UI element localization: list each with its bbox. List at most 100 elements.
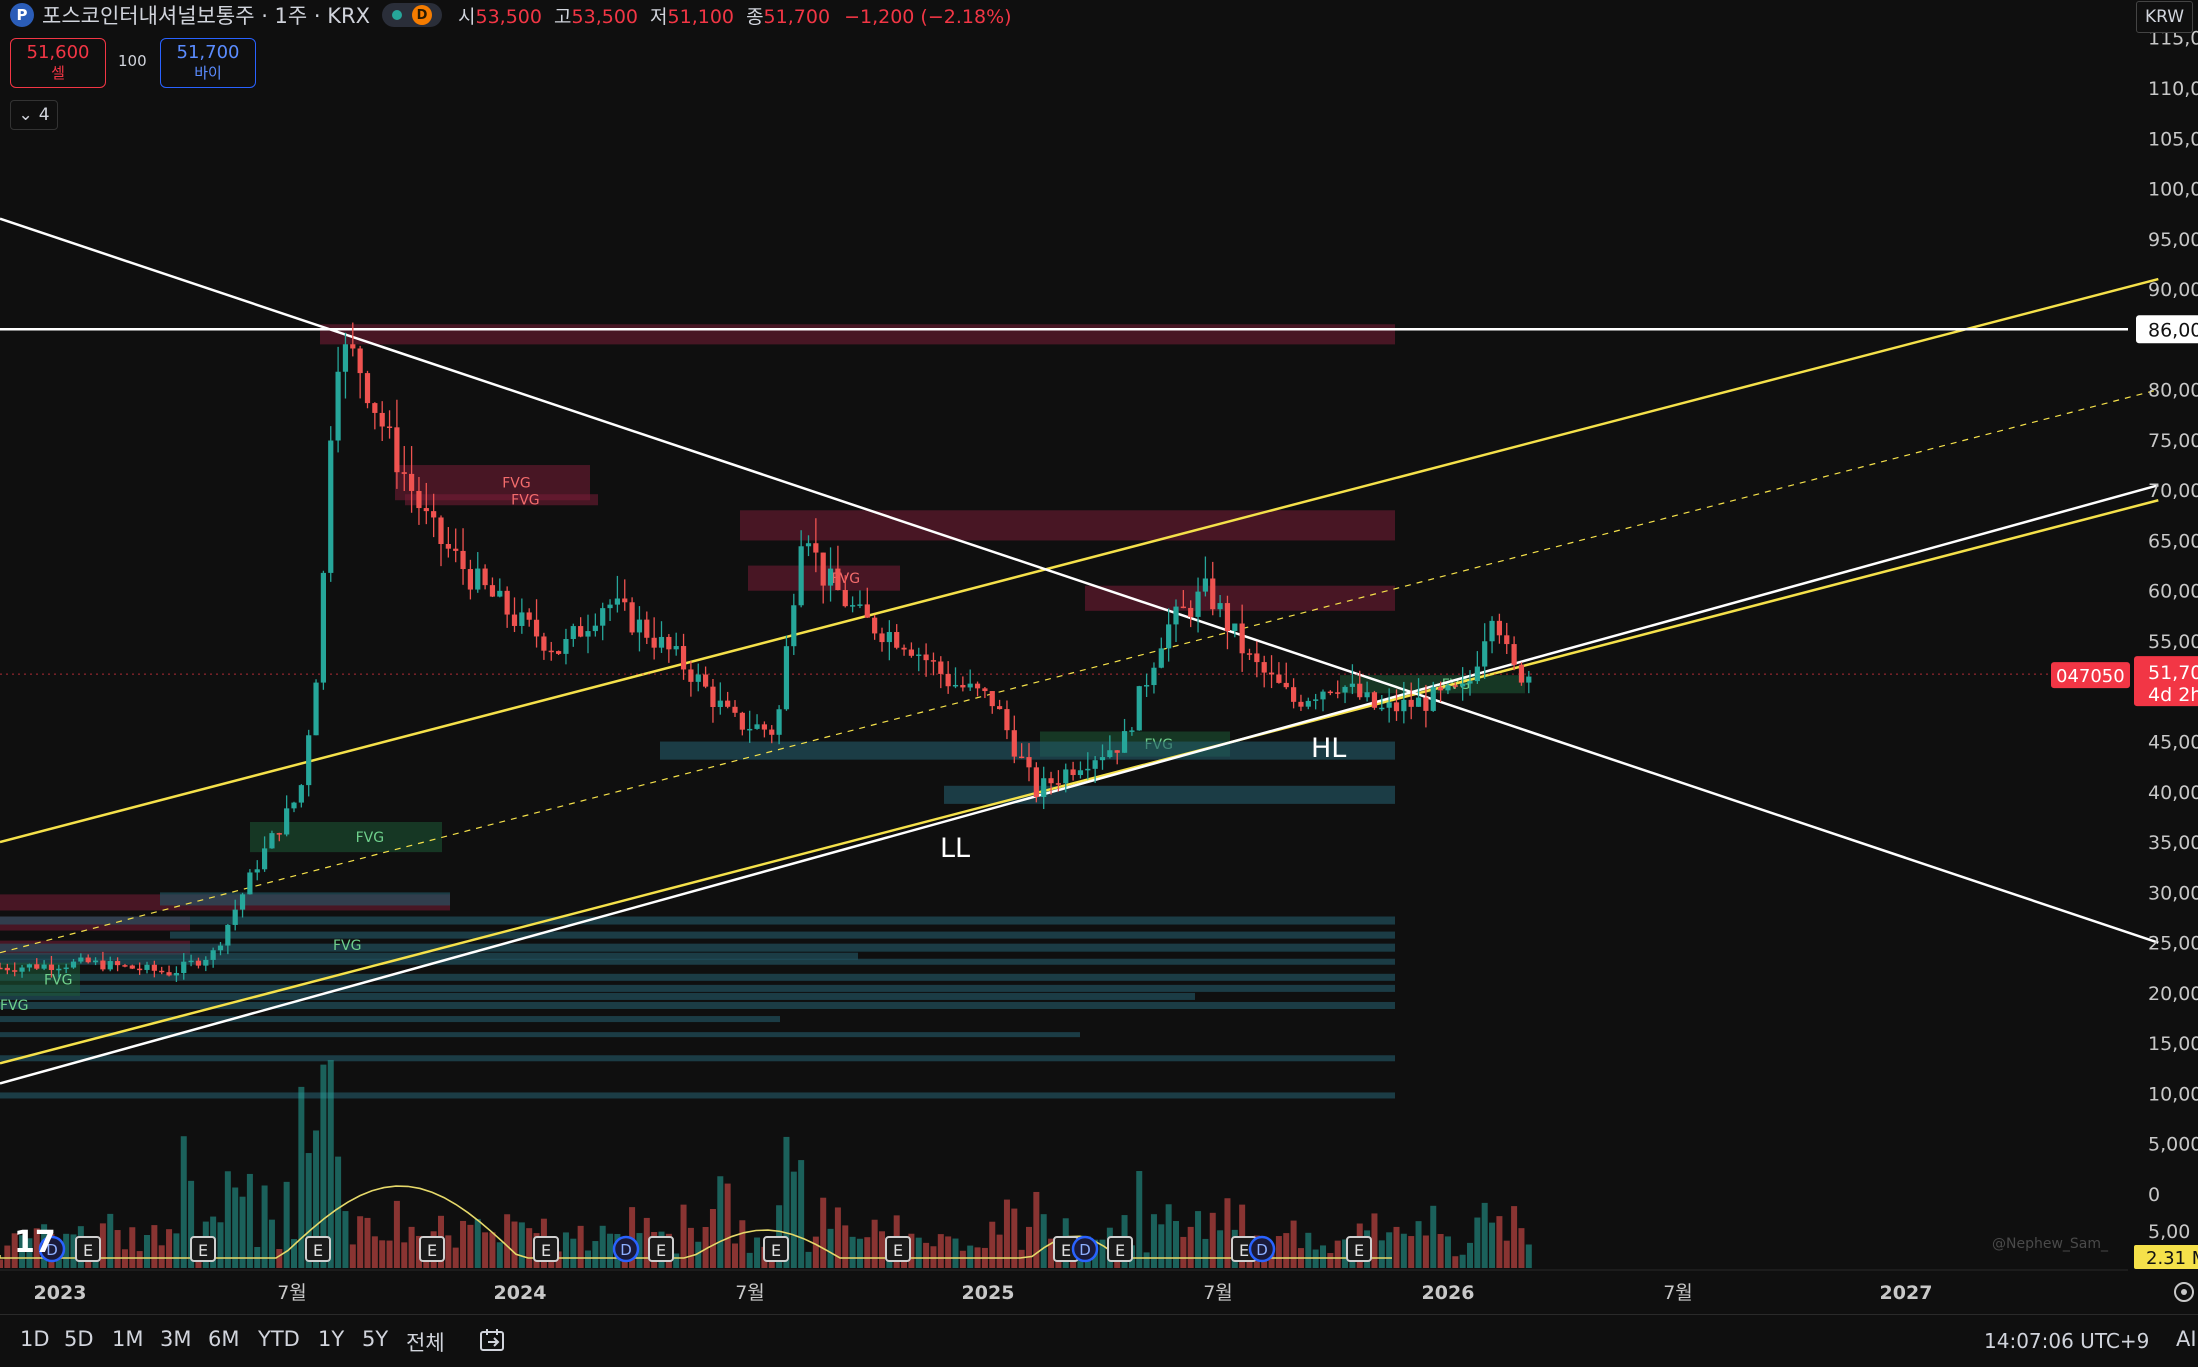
buy-button[interactable]: 51,700 바이	[160, 38, 256, 88]
candle	[12, 962, 18, 977]
candle	[1239, 604, 1245, 672]
sell-button[interactable]: 51,600 셀	[10, 38, 106, 88]
range-1m[interactable]: 1M	[112, 1327, 144, 1351]
candles	[0, 322, 1532, 982]
earnings-marker[interactable]: E	[1053, 1236, 1079, 1262]
price-axis-tick: 115,0	[2148, 28, 2198, 50]
candle-body	[144, 964, 150, 970]
candle-body	[269, 833, 275, 849]
candle	[1474, 651, 1480, 684]
candle-body	[732, 706, 738, 713]
clock[interactable]: 14:07:06 UTC+9	[1984, 1329, 2150, 1353]
dividend-marker[interactable]: D	[1071, 1235, 1099, 1263]
time-axis-label: 2024	[494, 1282, 547, 1304]
dividend-marker[interactable]: D	[38, 1235, 66, 1263]
time-axis-label: 2026	[1422, 1282, 1475, 1304]
earnings-marker[interactable]: E	[305, 1236, 331, 1262]
earnings-marker-label: E	[313, 1241, 323, 1260]
market-status-pill[interactable]: D	[382, 3, 443, 27]
volume-bar	[489, 1232, 496, 1268]
candle-body	[497, 590, 503, 597]
earnings-marker[interactable]: E	[1346, 1236, 1372, 1262]
earnings-marker[interactable]: E	[763, 1236, 789, 1262]
range-6m[interactable]: 6M	[208, 1327, 240, 1351]
candle	[1092, 756, 1098, 783]
candle	[1085, 752, 1091, 780]
fvg-zone	[320, 324, 1395, 345]
volume-bar	[592, 1241, 599, 1268]
candle-body	[1511, 644, 1517, 665]
candle	[335, 346, 341, 453]
currency-button[interactable]: KRW	[2136, 1, 2194, 33]
fvg-zone	[170, 931, 1395, 939]
candle-body	[1239, 623, 1245, 654]
volume-bar	[570, 1238, 577, 1268]
volume-bar	[1474, 1217, 1481, 1268]
earnings-marker[interactable]: E	[190, 1236, 216, 1262]
fvg-zone	[160, 892, 450, 906]
dividend-marker[interactable]: D	[612, 1235, 640, 1263]
time-axis-label: 2027	[1880, 1282, 1933, 1304]
range-3m[interactable]: 3M	[160, 1327, 192, 1351]
candle-body	[1393, 702, 1400, 712]
candle	[1313, 693, 1319, 710]
candle	[754, 714, 760, 730]
go-to-date-icon[interactable]	[478, 1327, 508, 1353]
candle-body	[12, 970, 18, 972]
price-axis-tick: 5,00	[2148, 1221, 2190, 1243]
candle	[688, 661, 694, 697]
earnings-marker[interactable]: E	[533, 1236, 559, 1262]
range-1d[interactable]: 1D	[20, 1327, 50, 1351]
candle-body	[1467, 681, 1473, 684]
range-5d[interactable]: 5D	[64, 1327, 94, 1351]
earnings-marker[interactable]: E	[648, 1236, 674, 1262]
candle	[651, 617, 657, 660]
earnings-marker[interactable]: E	[75, 1236, 101, 1262]
candle-body	[974, 683, 981, 689]
candle	[1033, 762, 1039, 803]
candle-body	[1283, 682, 1289, 688]
candle-body	[1048, 778, 1054, 784]
candle-body	[328, 440, 334, 573]
range-ytd[interactable]: YTD	[258, 1327, 300, 1351]
indicators-toggle-button[interactable]: ⌄ 4	[10, 100, 58, 130]
earnings-marker[interactable]: E	[419, 1236, 445, 1262]
volume-bar	[467, 1224, 474, 1268]
range-5y[interactable]: 5Y	[362, 1327, 389, 1351]
candle-body	[960, 684, 966, 688]
candle	[48, 955, 55, 978]
volume-bar	[930, 1246, 937, 1268]
candle-body	[725, 700, 731, 707]
price-axis-tick: 110,0	[2148, 78, 2198, 100]
candle	[1129, 727, 1135, 736]
range-all[interactable]: 전체	[406, 1331, 445, 1355]
candle	[41, 960, 47, 971]
candle-body	[916, 654, 922, 657]
candle	[85, 954, 91, 964]
candle-body	[548, 650, 554, 653]
auto-scale-toggle[interactable]: AI	[2176, 1327, 2197, 1351]
symbol-header: P 포스코인터내셔널보통주 · 1주 · KRX D 시53,500 고53,5…	[0, 0, 1012, 30]
candle	[1401, 681, 1407, 724]
candle	[475, 552, 481, 593]
candle	[1445, 683, 1451, 695]
symbol-title[interactable]: 포스코인터내셔널보통주 · 1주 · KRX	[42, 4, 371, 28]
candle-body	[239, 894, 246, 910]
fvg-label: FVG	[356, 830, 384, 846]
candle	[460, 528, 466, 585]
candle-body	[78, 957, 84, 962]
range-1y[interactable]: 1Y	[318, 1327, 345, 1351]
volume-bar	[915, 1237, 922, 1268]
candle	[159, 966, 165, 975]
earnings-marker[interactable]: E	[1107, 1236, 1133, 1262]
candle	[1195, 577, 1201, 633]
dividend-marker[interactable]: D	[1248, 1235, 1276, 1263]
candle-body	[835, 568, 841, 591]
volume-bar	[1165, 1204, 1172, 1268]
earnings-marker[interactable]: E	[885, 1236, 911, 1262]
order-quantity[interactable]: 100	[118, 52, 147, 70]
volume-bar	[393, 1200, 400, 1268]
chart-settings-gear-icon[interactable]	[2174, 1282, 2194, 1302]
candle	[511, 597, 518, 633]
